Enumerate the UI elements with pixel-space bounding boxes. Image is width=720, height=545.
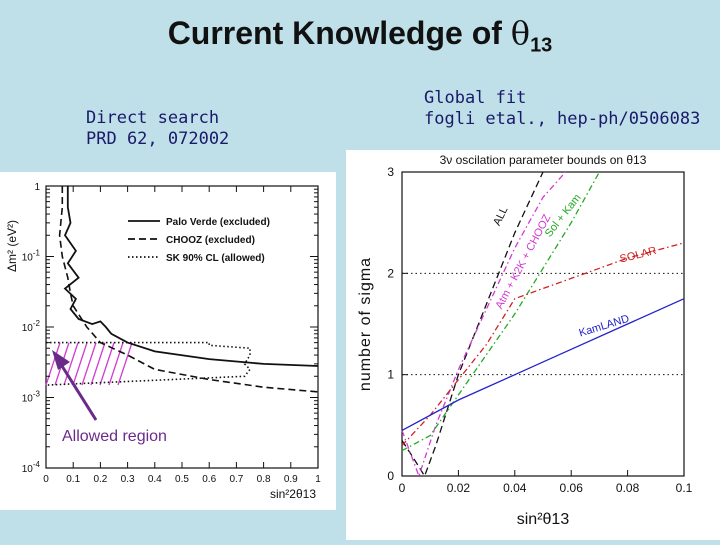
x-tick-label: 0.02 bbox=[447, 481, 471, 495]
x-tick-label: 0.1 bbox=[676, 481, 693, 495]
y-tick-label: 0 bbox=[387, 469, 394, 483]
x-tick-label: 0.7 bbox=[229, 474, 243, 485]
y-tick-label: 2 bbox=[387, 266, 394, 280]
y-tick-label: 1 bbox=[34, 182, 40, 193]
curve-label-4: KamLAND bbox=[578, 313, 631, 340]
right-x-axis-label: sin²θ13 bbox=[517, 511, 570, 528]
y-tick-label: 3 bbox=[387, 165, 394, 179]
series-line-1 bbox=[401, 171, 567, 478]
curve-label-3: SOLAR bbox=[619, 245, 658, 266]
title-text: Current Knowledge of bbox=[167, 15, 511, 51]
x-tick-label: 0.9 bbox=[284, 474, 298, 485]
x-tick-label: 0.5 bbox=[175, 474, 189, 485]
right-chart-title: 3ν oscilation parameter bounds on θ13 bbox=[440, 153, 647, 167]
x-tick-label: 0.04 bbox=[503, 481, 527, 495]
x-tick-label: 0.1 bbox=[66, 474, 80, 485]
global-fit-line2: fogli etal., hep-ph/0506083 bbox=[424, 109, 701, 129]
curve-label-0: ALL bbox=[491, 205, 510, 228]
direct-search-exclusion-plot: 0 0.1 0.2 0.3 0.4 0.5 0.6 0.7 0.8 0.9 1 1 10-1 10-2 10… bbox=[5, 182, 321, 501]
x-tick-label: 0.06 bbox=[560, 481, 584, 495]
y-tick-label: 10-1 bbox=[22, 249, 41, 264]
legend-label: CHOOZ (excluded) bbox=[166, 235, 255, 246]
hatch-line bbox=[54, 342, 70, 386]
direct-search-chart-panel: 0 0.1 0.2 0.3 0.4 0.5 0.6 0.7 0.8 0.9 1 1 10-1 10-2 10… bbox=[0, 172, 336, 510]
series-line-1 bbox=[58, 186, 319, 393]
hatch-line bbox=[117, 342, 133, 386]
hatch-line bbox=[81, 342, 97, 386]
y-tick-label: 10-2 bbox=[22, 319, 41, 334]
title-subscript: 13 bbox=[530, 34, 553, 57]
left-y-axis-label: Δm² (eV²) bbox=[5, 220, 19, 272]
legend-label: Palo Verde (excluded) bbox=[166, 217, 270, 228]
hatch-line bbox=[99, 342, 115, 386]
global-fit-label: Global fit fogli etal., hep-ph/0506083 bbox=[424, 88, 700, 130]
direct-search-line2: PRD 62, 072002 bbox=[86, 129, 230, 149]
legend-label: SK 90% CL (allowed) bbox=[166, 253, 265, 264]
series-line-0 bbox=[63, 186, 319, 367]
x-tick-label: 0.3 bbox=[121, 474, 135, 485]
y-tick-label: 10-4 bbox=[22, 460, 41, 475]
direct-search-line1: Direct search bbox=[86, 108, 220, 128]
allowed-region-hatch bbox=[45, 342, 133, 386]
left-legend: Palo Verde (excluded) CHOOZ (excluded) SK … bbox=[128, 217, 270, 264]
theta-symbol: θ bbox=[510, 14, 531, 52]
right-y-axis-label: number of sigma bbox=[357, 257, 374, 391]
x-tick-label: 0.4 bbox=[148, 474, 162, 485]
x-tick-label: 0.6 bbox=[202, 474, 216, 485]
x-tick-label: 1 bbox=[315, 474, 321, 485]
x-tick-label: 0.8 bbox=[257, 474, 271, 485]
series-line-3 bbox=[401, 242, 685, 447]
hatch-line bbox=[63, 342, 79, 386]
series-line-2 bbox=[45, 341, 252, 386]
slide-title: Current Knowledge of θ13 bbox=[0, 14, 720, 57]
series-line-0 bbox=[401, 171, 544, 478]
y-tick-label: 10-3 bbox=[22, 390, 41, 405]
hatch-line bbox=[90, 342, 106, 386]
global-fit-chart-panel: 0 0.02 0.04 0.06 0.08 0.1 0 1 2 3 ALL Atm + K2K + C… bbox=[346, 150, 720, 540]
curve-label-2: Sol + Kam bbox=[543, 192, 584, 240]
x-tick-label: 0 bbox=[43, 474, 49, 485]
x-tick-label: 0.2 bbox=[93, 474, 107, 485]
series-line-4 bbox=[401, 298, 685, 431]
direct-search-label: Direct search PRD 62, 072002 bbox=[86, 108, 229, 150]
hatch-line bbox=[72, 342, 88, 386]
hatch-line bbox=[108, 342, 124, 386]
global-fit-line1: Global fit bbox=[424, 88, 527, 108]
left-x-axis-label: sin²2θ13 bbox=[270, 487, 316, 501]
x-tick-label: 0.08 bbox=[616, 481, 640, 495]
x-tick-label: 0 bbox=[399, 481, 406, 495]
y-tick-label: 1 bbox=[387, 368, 394, 382]
